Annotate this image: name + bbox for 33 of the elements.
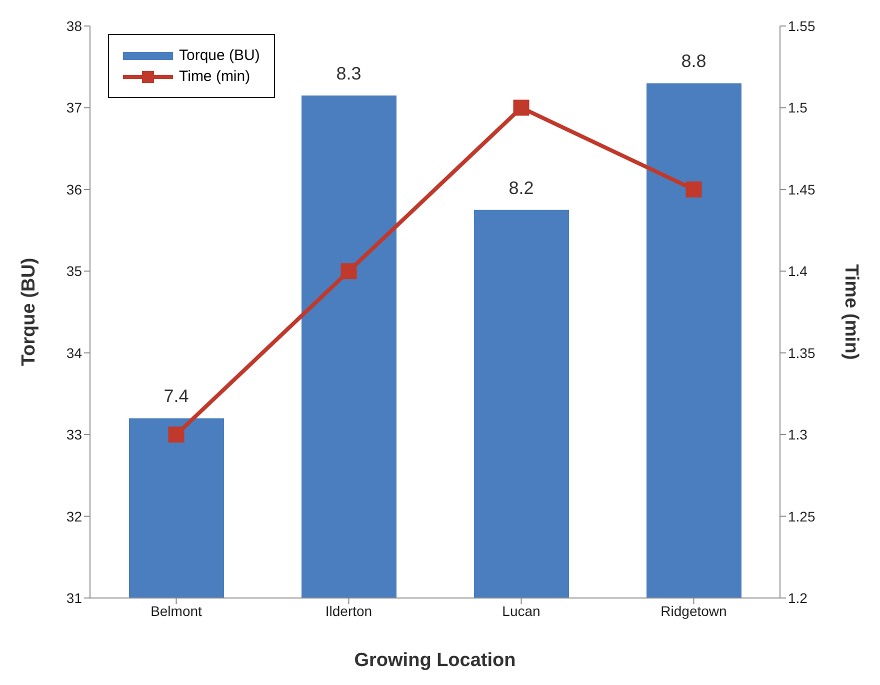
- point: [340, 263, 357, 280]
- y-tick-label: 32: [66, 508, 82, 524]
- legend-label: Torque (BU): [179, 47, 260, 64]
- y2-tick-label: 1.2: [788, 590, 808, 606]
- legend-label: Time (min): [179, 68, 250, 85]
- point: [513, 100, 530, 116]
- x-tick-label: Ridgetown: [660, 602, 727, 619]
- x-tick-label: Lucan: [502, 602, 540, 619]
- y-axis-title: Torque (BU): [18, 258, 40, 366]
- y-tick-label: 35: [66, 263, 82, 280]
- y-tick-label: 38: [66, 18, 82, 34]
- x-tick-label: Belmont: [150, 602, 202, 619]
- y-tick-label: 34: [66, 344, 82, 361]
- annotation: 7.4: [164, 386, 189, 406]
- y-tick-label: 37: [66, 100, 82, 116]
- annotation: 8.3: [336, 63, 362, 84]
- x-tick-label: Ilderton: [325, 602, 372, 619]
- y-tick-label: 31: [66, 590, 82, 606]
- y2-tick-label: 1.55: [788, 18, 816, 34]
- point: [686, 181, 702, 198]
- y2-tick-label: 1.3: [788, 426, 808, 443]
- y2-tick-label: 1.25: [788, 508, 816, 524]
- y2-tick-label: 1.4: [788, 263, 808, 280]
- x-axis-title: Growing Location: [354, 650, 516, 671]
- y2-tick-label: 1.5: [788, 100, 808, 116]
- y-tick-label: 36: [66, 181, 82, 198]
- point: [168, 426, 184, 443]
- annotation: 8.8: [681, 51, 706, 72]
- y-tick-label: 33: [66, 426, 82, 443]
- y2-tick-label: 1.45: [788, 181, 816, 198]
- y2-tick-label: 1.35: [788, 344, 816, 361]
- annotation: 8.2: [508, 178, 534, 198]
- y2-axis-title: Time (min): [840, 264, 862, 360]
